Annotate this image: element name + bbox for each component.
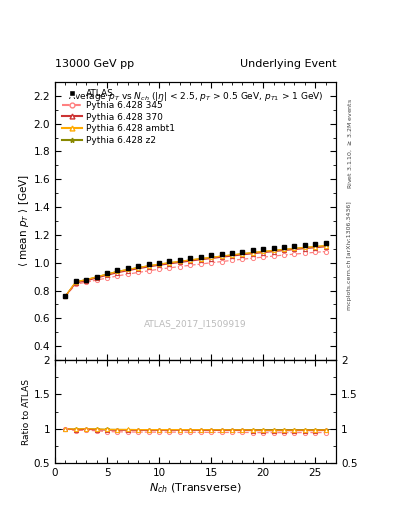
Text: mcplots.cern.ch [arXiv:1306.3436]: mcplots.cern.ch [arXiv:1306.3436] [347, 202, 352, 310]
Legend: ATLAS, Pythia 6.428 345, Pythia 6.428 370, Pythia 6.428 ambt1, Pythia 6.428 z2: ATLAS, Pythia 6.428 345, Pythia 6.428 37… [59, 87, 177, 147]
Text: ATLAS_2017_I1509919: ATLAS_2017_I1509919 [144, 319, 247, 328]
Text: Underlying Event: Underlying Event [239, 59, 336, 69]
Y-axis label: Ratio to ATLAS: Ratio to ATLAS [22, 379, 31, 445]
Text: Rivet 3.1.10, $\geq$ 3.2M events: Rivet 3.1.10, $\geq$ 3.2M events [346, 98, 354, 189]
Text: Average $p_{T}$ vs $N_{ch}$ ($|\eta|$ < 2.5, $p_{T}$ > 0.5 GeV, $p_{T1}$ > 1 GeV: Average $p_{T}$ vs $N_{ch}$ ($|\eta|$ < … [68, 90, 323, 103]
Text: 13000 GeV pp: 13000 GeV pp [55, 59, 134, 69]
Y-axis label: $\langle$ mean $p_{T}$ $\rangle$ [GeV]: $\langle$ mean $p_{T}$ $\rangle$ [GeV] [17, 175, 31, 267]
X-axis label: $N_{ch}$ (Transverse): $N_{ch}$ (Transverse) [149, 481, 242, 495]
